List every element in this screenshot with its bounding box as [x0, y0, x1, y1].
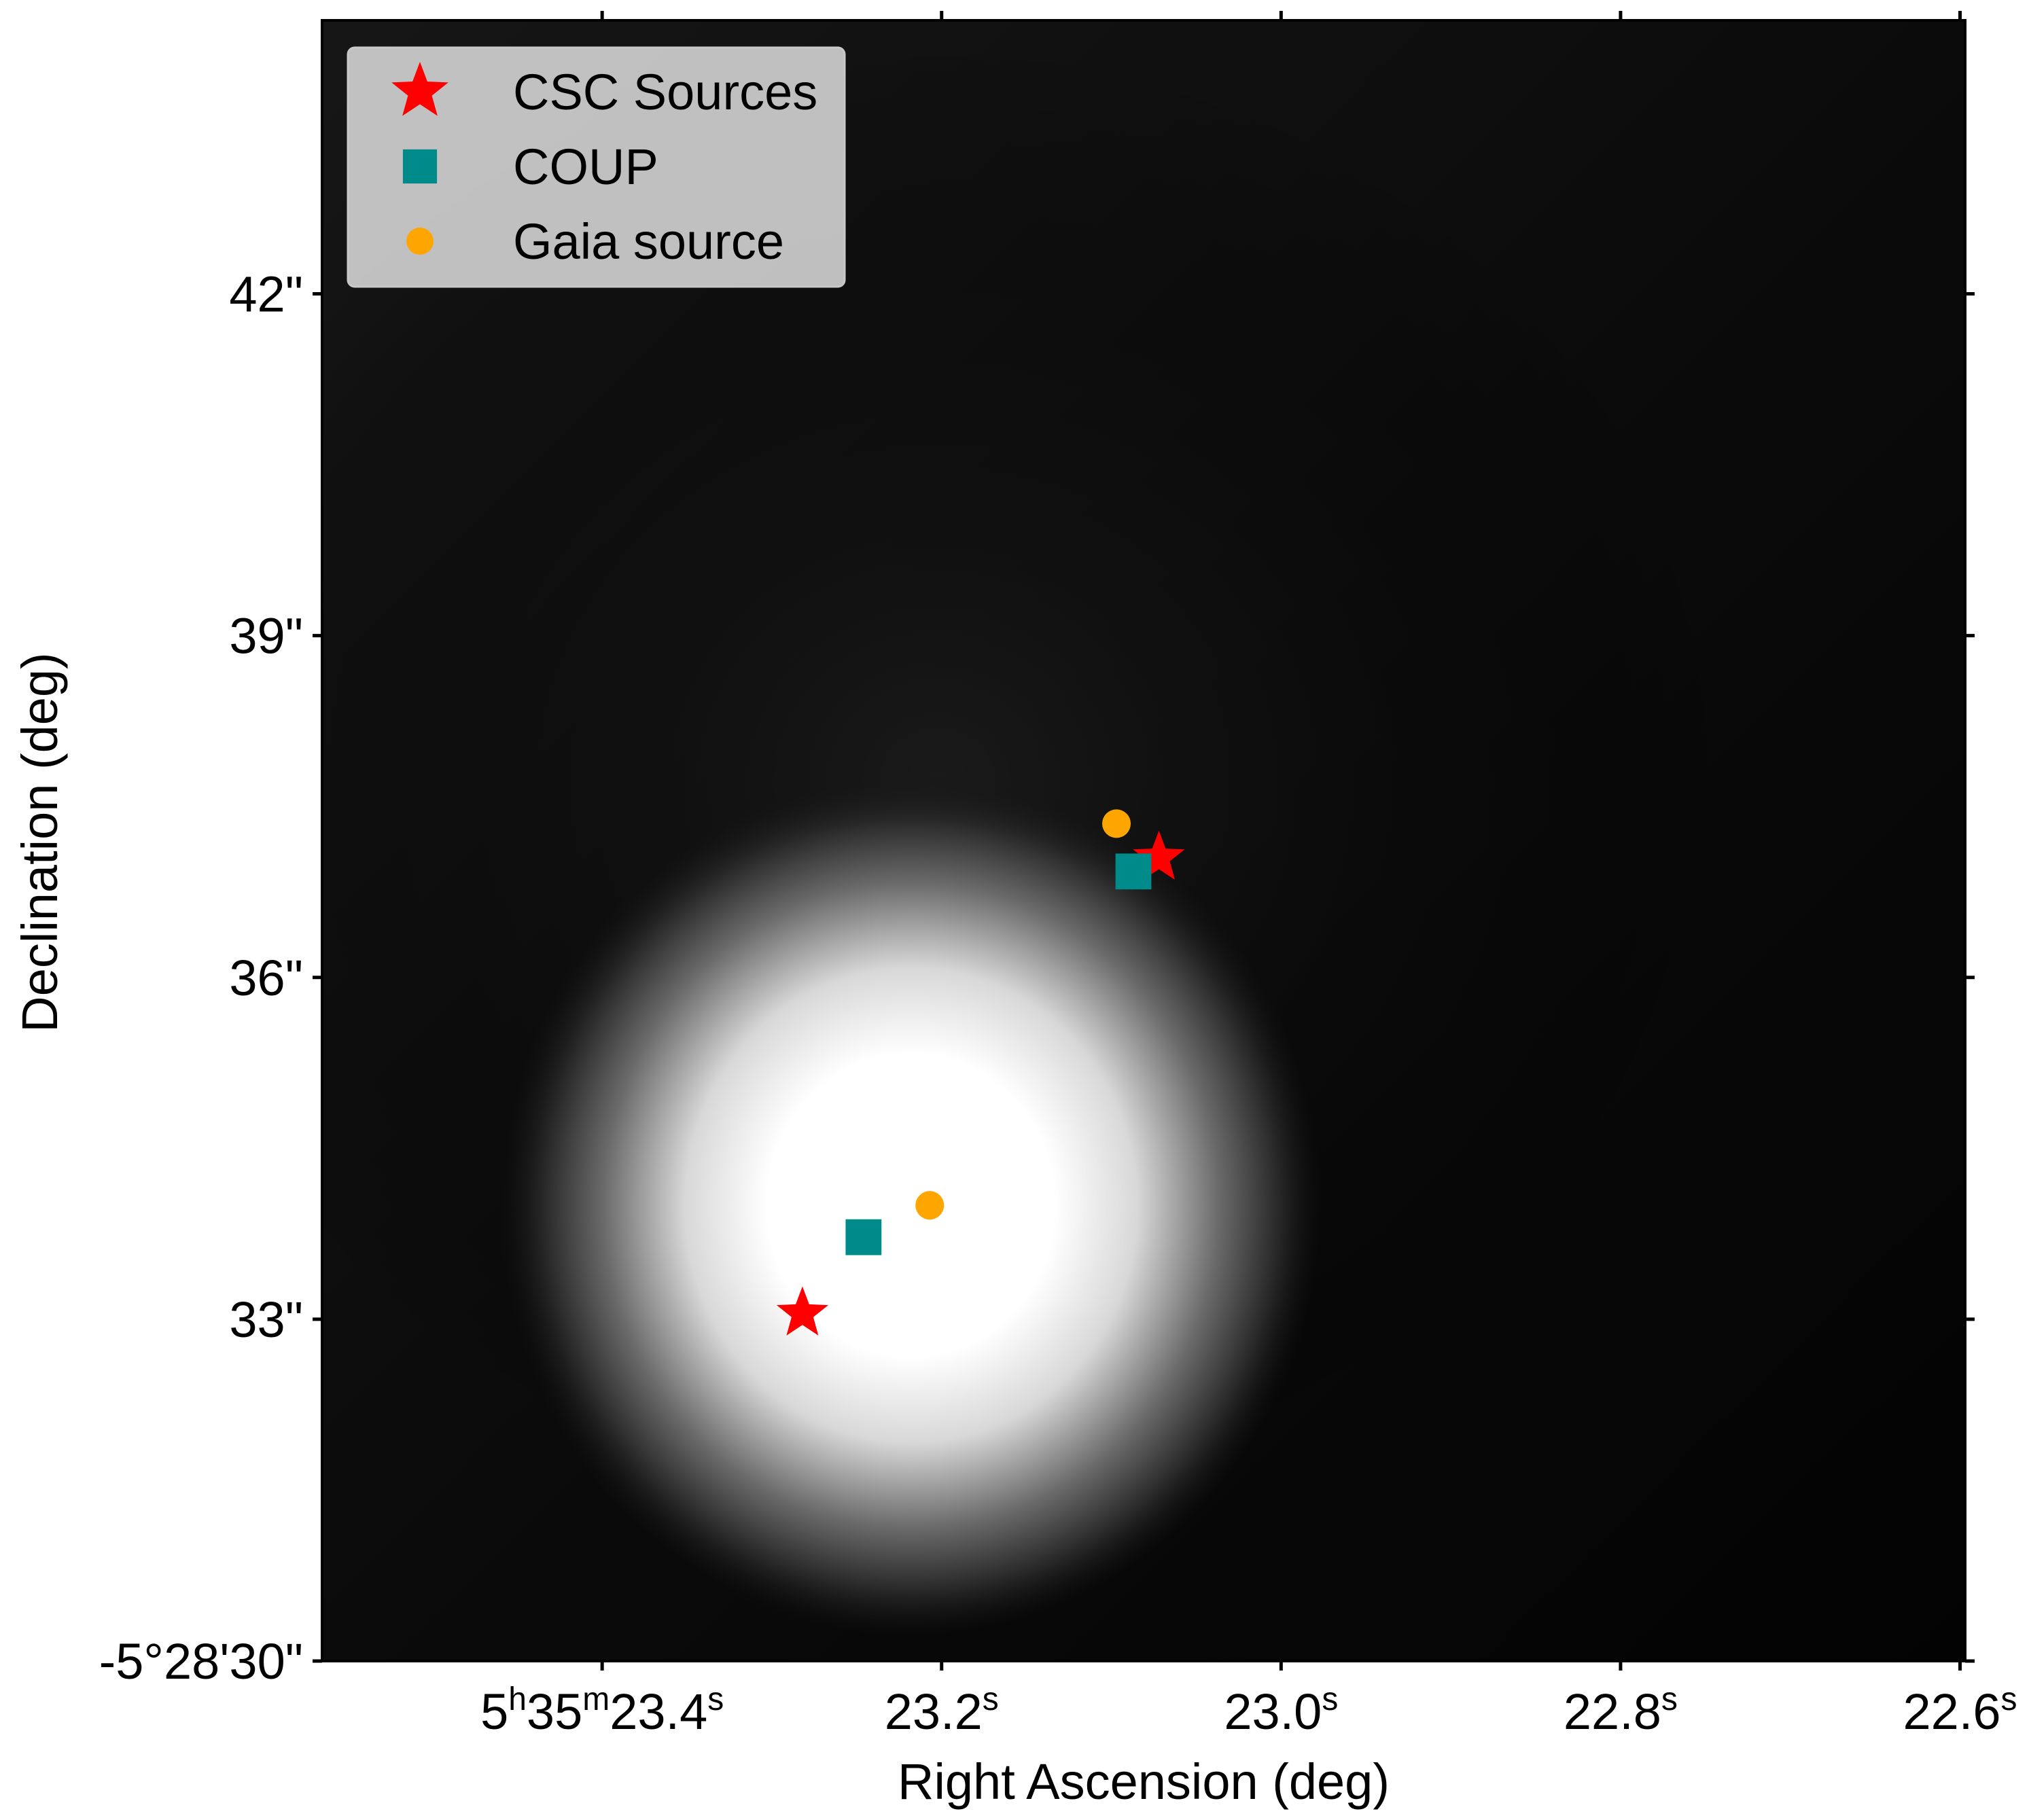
bright-source-glow	[500, 774, 1322, 1637]
coup-point-1	[845, 1219, 882, 1255]
gaia-source-point-1	[915, 1191, 945, 1220]
x-tick-label: 22.6s	[1903, 1681, 2017, 1740]
legend-label: CSC Sources	[513, 64, 817, 120]
y-axis-label: Declination (deg)	[12, 652, 68, 1032]
legend-label: Gaia source	[513, 213, 784, 270]
y-tick-label: 42"	[229, 266, 303, 323]
x-tick-label: 22.8s	[1564, 1681, 1678, 1740]
gaia-source-point-2	[1102, 809, 1131, 838]
plot-frame	[321, 19, 1966, 1662]
csc-sources-point-1	[776, 1286, 828, 1336]
plot-area	[321, 19, 1966, 1662]
x-tick-label: 23.2s	[885, 1681, 999, 1740]
coup-point-2	[1115, 853, 1152, 890]
legend-box	[347, 46, 846, 288]
legend-label: COUP	[513, 139, 658, 195]
y-axis-ticks: -5°28'30" 33" 36" 39" 42"	[99, 266, 1975, 1690]
legend-square-icon	[402, 149, 438, 184]
y-tick-label: -5°28'30"	[99, 1633, 303, 1690]
legend: CSC Sources COUP Gaia source	[347, 46, 846, 288]
x-tick-label: 5h35m23.4s	[480, 1681, 724, 1740]
y-tick-label: 36"	[229, 950, 303, 1006]
y-tick-label: 39"	[229, 608, 303, 664]
markers-layer	[776, 809, 1185, 1336]
y-tick-label: 33"	[229, 1291, 303, 1348]
x-tick-label: 23.0s	[1224, 1681, 1338, 1740]
x-axis-label: Right Ascension (deg)	[898, 1753, 1390, 1810]
legend-star-icon	[391, 62, 448, 116]
x-axis-ticks: 5h35m23.4s 23.2s 23.0s 22.8s 22.6s	[480, 11, 2017, 1740]
csc-sources-point-2	[1133, 830, 1185, 880]
legend-circle-icon	[406, 228, 434, 255]
